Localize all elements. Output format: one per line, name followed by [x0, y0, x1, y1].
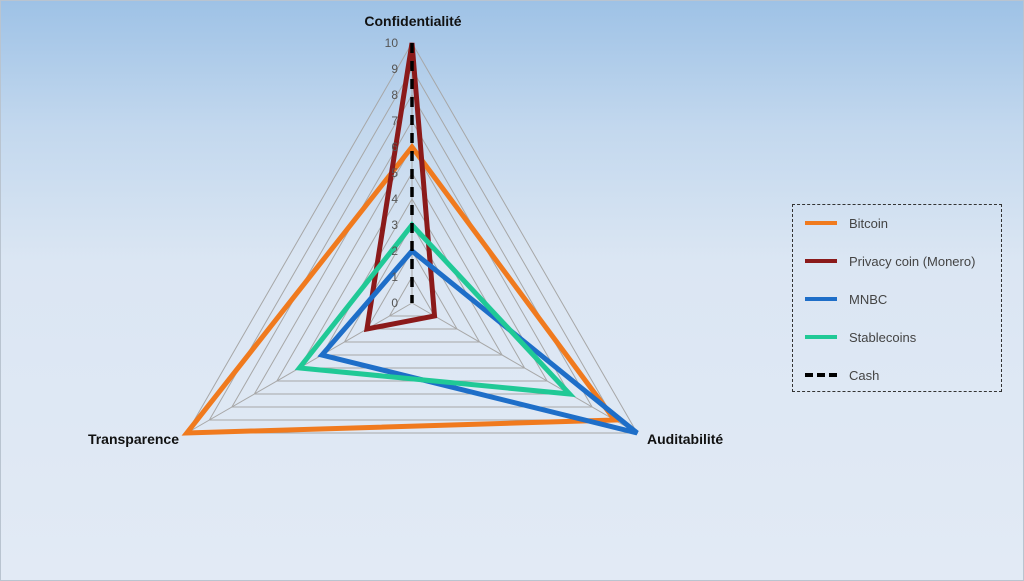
series-polygon-mnbc [317, 247, 639, 436]
legend-swatch-stablecoins [805, 335, 837, 339]
legend-item-cash: Cash [805, 365, 879, 385]
legend-label-bitcoin: Bitcoin [849, 215, 889, 231]
legend-label-cash: Cash [849, 367, 880, 383]
series-polygon-bitcoin [181, 142, 620, 436]
legend-swatch-monero [805, 259, 837, 263]
legend-item-monero: Privacy coin (Monero) [805, 251, 975, 271]
grid-ring [388, 276, 436, 317]
grid-ring [185, 42, 639, 434]
legend-swatch-mnbc [805, 297, 837, 301]
legend-label-monero: Privacy coin (Monero) [849, 253, 976, 269]
grid-ring [231, 94, 593, 408]
grid-spoke [411, 302, 638, 434]
legend-item-stablecoins: Stablecoins [805, 327, 916, 347]
grid-ring [208, 68, 616, 421]
tick-label: 9 [391, 62, 398, 76]
tick-label: 6 [391, 140, 398, 154]
radar-tick-labels: 0 1 2 3 4 5 6 7 8 9 10 [385, 36, 399, 310]
axis-label-confidentialite: Confidentialité [364, 13, 461, 29]
series-polygon-privacy-coin-monero [363, 42, 438, 333]
legend-swatch-bitcoin [805, 221, 837, 225]
tick-label: 10 [385, 36, 399, 50]
axis-label-transparence: Transparence [88, 431, 179, 447]
tick-label: 1 [391, 270, 398, 284]
chart-legend: Bitcoin Privacy coin (Monero) MNBC Stabl… [792, 204, 1002, 392]
legend-label-stablecoins: Stablecoins [849, 329, 917, 345]
tick-label: 8 [391, 88, 398, 102]
grid-ring [298, 172, 526, 369]
series-polygon-stablecoins [294, 221, 576, 398]
tick-label: 5 [391, 166, 398, 180]
legend-item-mnbc: MNBC [805, 289, 887, 309]
legend-item-bitcoin: Bitcoin [805, 213, 888, 233]
axis-label-auditabilite: Auditabilité [647, 431, 723, 447]
grid-ring [321, 198, 503, 356]
tick-label: 3 [391, 218, 398, 232]
tick-label: 7 [391, 114, 398, 128]
tick-label: 0 [391, 296, 398, 310]
tick-label: 4 [391, 192, 398, 206]
grid-ring [253, 120, 571, 395]
grid-ring [343, 224, 481, 343]
radar-series-layer [181, 42, 639, 436]
tick-label: 2 [391, 244, 398, 258]
legend-swatch-cash [805, 373, 837, 377]
legend-label-mnbc: MNBC [849, 291, 888, 307]
